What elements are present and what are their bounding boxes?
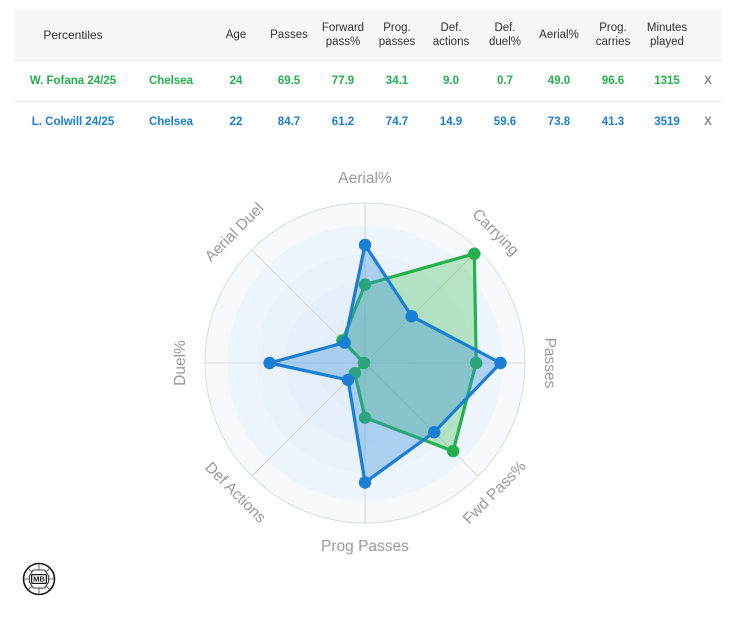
col-header-def-actions-line1: Def. [440,22,462,34]
col-header-prog-carries-line1: Prog. [599,22,627,34]
col-header-percentiles-label: Percentiles [43,27,103,42]
col-header-age-label: Age [225,29,247,41]
col-header-age: Age [210,10,262,61]
mb-football-logo-icon: MB [22,562,56,596]
col-header-team [132,10,210,61]
col-header-forward-pass-pct: Forward pass% [316,10,370,61]
radar-spoke-1 [364,249,479,364]
radar-point-0-1[interactable] [468,247,481,260]
remove-row-button[interactable]: X [694,60,722,102]
radar-point-0-6[interactable] [357,356,371,370]
col-header-def-duel-pct-line1: Def. [494,22,516,34]
col-header-prog-passes-line1: Prog. [383,22,411,34]
table-row[interactable]: W. Fofana 24/25 Chelsea 24 69.5 77.9 34.… [14,60,722,102]
cell-forward-pass-pct: 77.9 [316,60,370,102]
radar-point-0-2[interactable] [470,356,483,370]
col-header-passes: Passes [262,10,316,61]
cell-age: 24 [210,60,262,102]
radar-point-1-3[interactable] [428,426,441,439]
cell-forward-pass-pct: 61.2 [316,101,370,143]
radar-point-0-0[interactable] [358,278,372,291]
cell-passes: 69.5 [262,60,316,102]
col-header-forward-pass-pct-line2: pass% [325,36,361,49]
col-header-percentiles: Percentiles [14,10,132,61]
radar-axis-label-4: Prog Passes [321,538,409,555]
cell-team: Chelsea [132,101,210,143]
cell-prog-carries: 96.6 [586,60,640,102]
col-header-minutes-played-line1: Minutes [646,22,688,34]
col-header-prog-passes: Prog. passes [370,10,424,61]
radar-axis-label-6: Duel% [172,340,189,386]
percentiles-table-container: Percentiles Age Passes Forward pass% Pro… [14,10,722,143]
col-header-remove [694,10,722,61]
radar-point-1-1[interactable] [405,310,418,323]
logo-monogram-text: MB [33,575,45,584]
col-header-def-duel-pct-line2: duel% [489,36,521,49]
table-row[interactable]: L. Colwill 24/25 Chelsea 22 84.7 61.2 74… [14,101,722,143]
remove-row-button[interactable]: X [694,101,722,143]
cell-def-actions: 9.0 [424,60,478,102]
logo-monogram-box [30,573,48,585]
radar-point-0-3[interactable] [446,444,460,458]
radar-chart-container: Aerial% Carrying Passes Fwd Pass% Prog Passe… [0,150,730,570]
col-header-def-duel-pct: Def. duel% [478,10,532,61]
cell-def-actions: 14.9 [424,101,478,143]
radar-axis-label-2: Passes [541,338,558,389]
cell-prog-passes: 34.1 [370,60,424,102]
cell-player-name[interactable]: W. Fofana 24/25 [14,60,132,102]
col-header-aerial-pct: Aerial% [532,10,586,61]
col-header-passes-label: Passes [270,29,308,41]
radar-point-1-7[interactable] [338,336,351,349]
cell-passes: 84.7 [262,101,316,143]
col-header-def-actions: Def. actions [424,10,478,61]
cell-team: Chelsea [132,60,210,102]
table-header: Percentiles Age Passes Forward pass% Pro… [14,10,722,61]
radar-spoke-3 [364,362,479,477]
col-header-prog-passes-line2: passes [378,36,416,49]
radar-point-0-4[interactable] [358,411,372,424]
percentiles-table: Percentiles Age Passes Forward pass% Pro… [14,10,722,143]
mb-logo: MB [22,562,56,596]
col-header-forward-pass-pct-line1: Forward [321,22,365,34]
cell-def-duel-pct: 59.6 [478,101,532,143]
cell-aerial-pct: 73.8 [532,101,586,143]
logo-ball-seams [24,564,54,594]
cell-prog-carries: 41.3 [586,101,640,143]
radar-axis-label-0: Aerial% [338,170,392,187]
col-header-aerial-pct-label: Aerial% [539,29,579,41]
radar-point-1-6[interactable] [263,356,276,370]
cell-minutes-played: 1315 [640,60,694,102]
col-header-prog-carries: Prog. carries [586,10,640,61]
table-body: W. Fofana 24/25 Chelsea 24 69.5 77.9 34.… [14,60,722,143]
col-header-minutes-played: Minutes played [640,10,694,61]
radar-point-1-2[interactable] [494,356,507,370]
cell-prog-passes: 74.7 [370,101,424,143]
cell-player-name[interactable]: L. Colwill 24/25 [14,101,132,143]
radar-point-1-4[interactable] [358,476,372,489]
cell-aerial-pct: 49.0 [532,60,586,102]
cell-def-duel-pct: 0.7 [478,60,532,102]
cell-age: 22 [210,101,262,143]
col-header-prog-carries-line2: carries [595,36,631,49]
radar-series-group [263,238,507,489]
col-header-minutes-played-line2: played [650,36,684,49]
radar-point-1-5[interactable] [341,373,355,387]
col-header-def-actions-line2: actions [432,36,470,49]
cell-minutes-played: 3519 [640,101,694,143]
table-header-row: Percentiles Age Passes Forward pass% Pro… [14,10,722,61]
radar-point-1-0[interactable] [358,238,372,252]
